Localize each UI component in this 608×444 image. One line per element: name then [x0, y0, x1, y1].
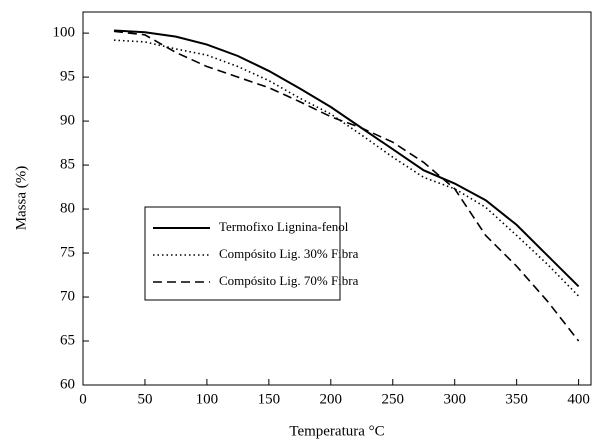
y-tick-label: 70 [60, 288, 75, 304]
legend-label: Termofixo Lignina-fenol [219, 219, 349, 234]
y-tick-label: 65 [60, 332, 75, 348]
x-tick-label: 400 [567, 391, 590, 407]
legend-box [144, 206, 341, 301]
legend-label: Compósito Lig. 70% Fibra [219, 273, 359, 288]
x-tick-label: 0 [79, 391, 87, 407]
y-tick-label: 80 [60, 200, 75, 216]
y-tick-label: 95 [60, 69, 75, 85]
x-tick-label: 50 [137, 391, 152, 407]
x-tick-label: 200 [320, 391, 343, 407]
y-tick-label: 100 [53, 25, 76, 41]
x-tick-label: 100 [196, 391, 219, 407]
x-axis-label: Temperatura °C [289, 423, 384, 439]
series-line [113, 29, 580, 288]
x-tick-label: 250 [382, 391, 405, 407]
y-axis-label: Massa (%) [13, 166, 29, 231]
legend-label: Compósito Lig. 30% Fibra [219, 246, 359, 261]
x-tick-label: 150 [258, 391, 281, 407]
y-tick-label: 60 [60, 376, 75, 392]
y-tick-label: 75 [60, 244, 75, 260]
x-tick-label: 350 [505, 391, 528, 407]
plot-frame [82, 11, 592, 386]
y-tick-label: 90 [60, 113, 75, 129]
y-tick-label: 85 [60, 157, 75, 173]
x-tick-label: 300 [443, 391, 466, 407]
